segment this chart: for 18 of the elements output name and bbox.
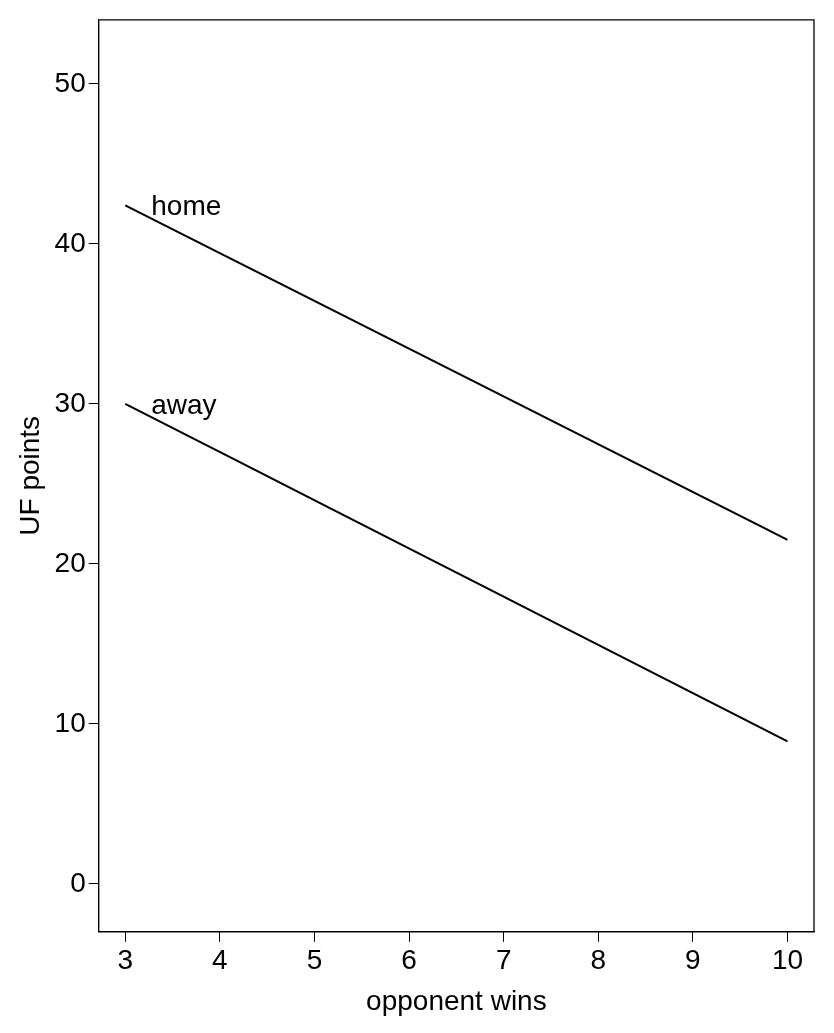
series-label: home xyxy=(151,190,222,222)
x-tick-label: 8 xyxy=(590,944,607,976)
y-axis-title: UF points xyxy=(13,415,45,536)
x-tick-label: 6 xyxy=(401,944,417,976)
x-tick-label: 7 xyxy=(495,944,512,976)
y-tick-label: 20 xyxy=(54,546,86,578)
x-tick-label: 3 xyxy=(117,944,134,976)
y-tick-label: 30 xyxy=(54,386,86,418)
y-tick-label: 40 xyxy=(54,226,86,258)
series-label: away xyxy=(151,388,217,420)
x-tick-label: 9 xyxy=(685,944,701,976)
y-tick-label: 10 xyxy=(54,706,86,738)
y-tick-label: 50 xyxy=(54,66,86,98)
x-tick-label: 5 xyxy=(306,944,323,976)
x-axis-title: opponent wins xyxy=(366,984,547,1016)
x-tick-label: 4 xyxy=(212,944,228,976)
x-tick-label: 10 xyxy=(771,944,804,976)
y-tick-label: 0 xyxy=(70,866,86,898)
